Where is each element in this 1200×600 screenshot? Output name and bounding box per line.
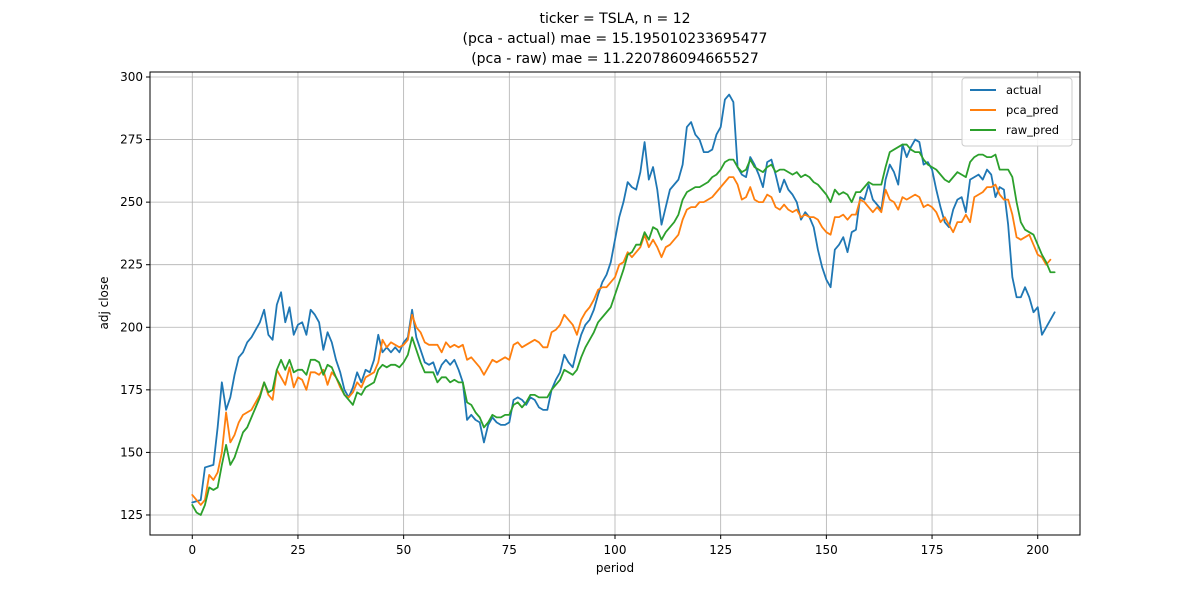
legend-item-raw-pred: raw_pred <box>970 123 1059 137</box>
y-axis-label: adj close <box>97 276 111 329</box>
legend-item-pca-pred: pca_pred <box>970 103 1059 117</box>
series-lines <box>191 93 1056 516</box>
chart-title: ticker = TSLA, n = 12 (pca - actual) mae… <box>463 11 768 67</box>
x-tick-label: 75 <box>502 543 517 557</box>
y-tick-label: 200 <box>120 320 143 334</box>
legend-label: actual <box>1006 83 1041 97</box>
x-tick-label: 25 <box>290 543 305 557</box>
x-tick-label: 125 <box>709 543 732 557</box>
x-tick-label: 0 <box>188 543 196 557</box>
series-line-raw-pred <box>191 143 1056 516</box>
x-axis-label: period <box>596 561 634 575</box>
x-tick-label: 175 <box>921 543 944 557</box>
series-line-pca-pred <box>191 176 1052 506</box>
y-tick-label: 250 <box>120 195 143 209</box>
y-tick-label: 275 <box>120 133 143 147</box>
series-line-actual <box>191 93 1056 504</box>
legend-item-actual: actual <box>970 83 1041 97</box>
chart-title-line-2: (pca - actual) mae = 15.195010233695477 <box>463 31 768 47</box>
x-tick-label: 50 <box>396 543 411 557</box>
grid <box>150 72 1080 535</box>
legend-label: pca_pred <box>1006 103 1059 117</box>
y-tick-label: 150 <box>120 445 143 459</box>
legend-label: raw_pred <box>1006 123 1059 137</box>
y-tick-label: 175 <box>120 383 143 397</box>
y-tick-label: 225 <box>120 258 143 272</box>
chart-title-line-3: (pca - raw) mae = 11.220786094665527 <box>471 51 759 67</box>
legend: actual pca_pred raw_pred <box>961 77 1073 147</box>
x-tick-label: 200 <box>1026 543 1049 557</box>
x-tick-label: 100 <box>604 543 627 557</box>
axis-ticks: 0 25 50 75 100 125 150 175 200 125 150 175 200 225 250… <box>120 70 1049 557</box>
y-tick-label: 300 <box>120 70 143 84</box>
chart-title-line-1: ticker = TSLA, n = 12 <box>539 11 690 27</box>
y-tick-label: 125 <box>120 508 143 522</box>
x-tick-label: 150 <box>815 543 838 557</box>
